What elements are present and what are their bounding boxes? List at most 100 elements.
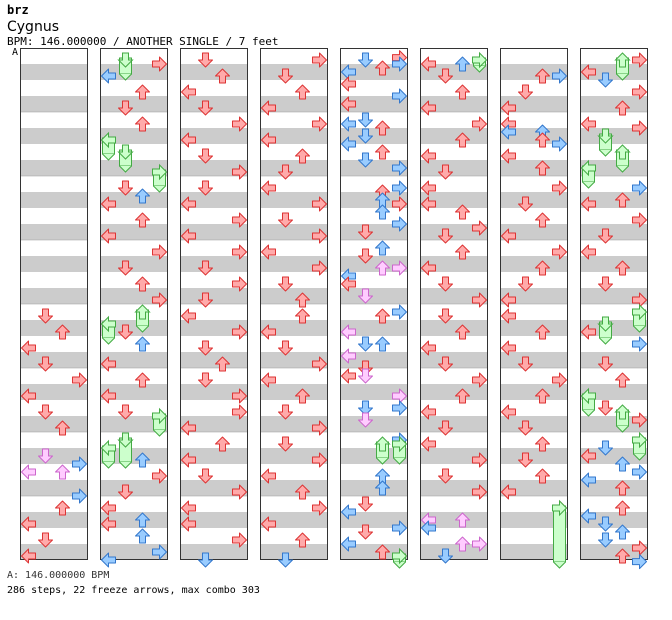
arrow-down-icon [598, 356, 613, 372]
freeze-tail [599, 149, 612, 157]
beat-stripe [100, 480, 168, 496]
beat-stripe [340, 288, 408, 304]
freeze-head-icon [100, 315, 116, 333]
arrow-left-icon [101, 516, 116, 532]
freeze-arrow-up [374, 436, 391, 465]
arrow-left-icon [581, 64, 596, 80]
arrow-down-icon [358, 524, 373, 540]
arrow-down-icon [278, 276, 293, 292]
beat-stripe [580, 256, 648, 272]
arrow-up-icon [295, 148, 310, 164]
arrow-right-icon [232, 532, 247, 548]
freeze-tail [119, 73, 132, 81]
beat-stripe [260, 224, 328, 240]
arrow-left-icon [261, 468, 276, 484]
beat-stripe [500, 128, 568, 144]
arrow-right-icon [472, 484, 487, 500]
arrow-up-icon [375, 480, 390, 496]
song-title: Cygnus [7, 19, 59, 35]
arrow-down-icon [438, 164, 453, 180]
arrow-up-icon [615, 500, 630, 516]
beat-stripe [100, 512, 168, 528]
arrow-right-icon [632, 540, 647, 556]
freeze-tail [616, 73, 629, 81]
chart-column-4 [260, 48, 328, 560]
arrow-right-icon [472, 292, 487, 308]
arrow-up-icon [295, 292, 310, 308]
arrow-up-icon [375, 120, 390, 136]
beat-stripe [420, 416, 488, 432]
beat-stripe [420, 128, 488, 144]
beat-stripe [180, 64, 248, 80]
freeze-tail [582, 181, 595, 189]
freeze-arrow-left [100, 131, 116, 161]
arrow-left-icon [181, 196, 196, 212]
beat-stripe [420, 256, 488, 272]
arrow-left-icon [21, 388, 36, 404]
arrow-down-icon [598, 276, 613, 292]
arrow-left-icon [581, 448, 596, 464]
arrow-down-icon [278, 436, 293, 452]
arrow-left-icon [581, 472, 596, 488]
beat-stripe [260, 544, 328, 560]
arrow-down-icon [358, 152, 373, 168]
arrow-left-icon [421, 100, 436, 116]
beat-stripe [420, 96, 488, 112]
beat-stripe [180, 320, 248, 336]
freeze-arrow-right [472, 51, 488, 73]
column-frames [20, 48, 648, 560]
arrow-right-icon [72, 372, 87, 388]
arrow-up-icon [535, 160, 550, 176]
beat-stripe [180, 256, 248, 272]
beat-stripe [180, 160, 248, 176]
arrow-left-icon [501, 404, 516, 420]
arrow-right-icon [392, 260, 407, 276]
arrow-up-icon [375, 60, 390, 76]
arrow-left-icon [581, 116, 596, 132]
beat-stripe [500, 64, 568, 80]
beat-stripe [340, 544, 408, 560]
arrow-down-icon [38, 308, 53, 324]
arrow-up-icon [135, 372, 150, 388]
arrow-right-icon [392, 56, 407, 72]
arrow-down-icon [278, 340, 293, 356]
beat-stripe [260, 96, 328, 112]
arrow-down-icon [438, 276, 453, 292]
arrow-up-icon [535, 468, 550, 484]
arrow-right-icon [392, 180, 407, 196]
arrow-down-icon [198, 180, 213, 196]
arrow-left-icon [341, 536, 356, 552]
arrow-left-icon [101, 388, 116, 404]
beat-stripe [580, 384, 648, 400]
arrow-down-icon [38, 356, 53, 372]
arrow-right-icon [312, 500, 327, 516]
freeze-head-icon [614, 404, 631, 420]
arrow-left-icon [341, 324, 356, 340]
arrow-down-icon [358, 412, 373, 428]
arrow-left-icon [341, 116, 356, 132]
beat-stripe [340, 256, 408, 272]
footer-bpm: A: 146.000000 BPM [7, 570, 110, 581]
freeze-head-icon [552, 499, 568, 517]
arrow-down-icon [278, 404, 293, 420]
arrow-down-icon [118, 260, 133, 276]
arrow-up-icon [135, 84, 150, 100]
arrow-right-icon [632, 412, 647, 428]
speed-marker: A [12, 47, 19, 58]
freeze-body [616, 57, 629, 75]
arrow-up-icon [455, 512, 470, 528]
beat-stripe [580, 64, 648, 80]
arrow-right-icon [632, 464, 647, 480]
arrow-right-icon [632, 120, 647, 136]
beat-stripe [580, 416, 648, 432]
arrow-down-icon [358, 52, 373, 68]
arrow-up-icon [135, 116, 150, 132]
beat-stripe [580, 288, 648, 304]
arrow-left-icon [421, 340, 436, 356]
arrow-left-icon [341, 368, 356, 384]
arrow-left-icon [181, 228, 196, 244]
arrow-up-icon [615, 456, 630, 472]
freeze-tail [119, 461, 132, 469]
arrow-left-icon [421, 148, 436, 164]
